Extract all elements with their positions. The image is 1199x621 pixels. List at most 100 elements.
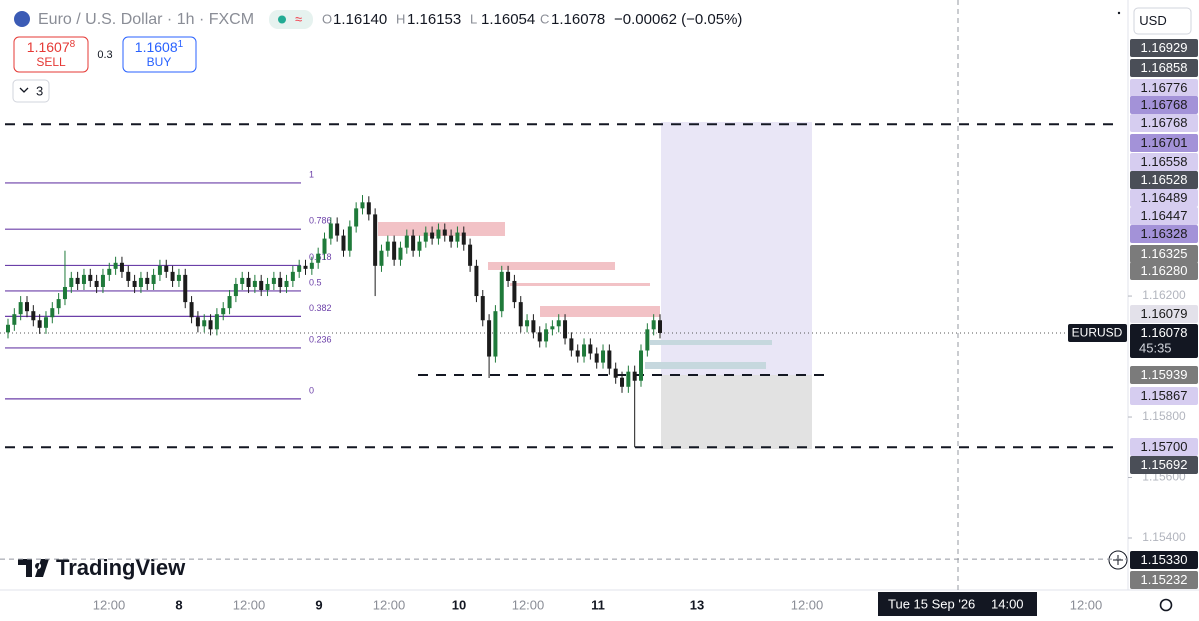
buy-price: 1.16081 (135, 39, 184, 55)
candle-body (347, 226, 352, 251)
price-tag (1130, 134, 1198, 152)
candle-body (113, 262, 118, 269)
candle-body (202, 320, 207, 327)
price-tag (1130, 207, 1198, 225)
candle-body (518, 302, 523, 327)
candle-body (18, 302, 23, 315)
candle-body (56, 299, 61, 309)
sell-price: 1.16078 (27, 39, 76, 55)
candle-body (12, 314, 17, 325)
indicators-toggle[interactable] (12, 79, 50, 103)
ohlc-key: H (396, 11, 405, 26)
price-tag-label: 1.15867 (1141, 388, 1188, 403)
candle-body (512, 280, 517, 303)
last-price-label: 1.16078 (1141, 325, 1188, 340)
candle-body (385, 241, 390, 251)
sell-label: SELL (36, 55, 66, 69)
sell-pip: 8 (70, 39, 76, 50)
cursor-clock: 14:00 (991, 596, 1024, 611)
price-tag (1130, 114, 1198, 132)
symbol-tag-label: EURUSD (1072, 326, 1123, 340)
price-tag (1130, 551, 1198, 569)
brand-logo (18, 559, 49, 577)
candle-body (303, 265, 308, 269)
candle-body (24, 302, 29, 312)
status-pill[interactable] (269, 10, 313, 29)
candle-body (525, 320, 530, 327)
candle-body (455, 232, 460, 242)
candle-body (37, 320, 42, 328)
price-tag-label: 1.16325 (1141, 246, 1188, 261)
candle-body (639, 350, 644, 381)
candle-body (259, 280, 264, 291)
candle-body (265, 283, 270, 291)
dot (1117, 11, 1121, 15)
price-tag (1130, 571, 1198, 589)
candle-body (88, 274, 93, 281)
x-tick-label: 12:00 (373, 597, 406, 612)
ohlc-key: C (540, 11, 549, 26)
price-tag (1130, 456, 1198, 474)
price-tag-label: 1.16558 (1141, 154, 1188, 169)
supply-zone (510, 283, 650, 286)
candle-body (290, 271, 295, 281)
candle-body (626, 371, 631, 387)
x-tick-label: 11 (591, 597, 605, 612)
candle-body (531, 320, 536, 333)
settings-icon[interactable] (1159, 598, 1173, 612)
supply-zone (540, 306, 660, 317)
candle-body (645, 329, 650, 351)
candle-body (620, 377, 625, 387)
fib-label: 1 (309, 169, 314, 179)
price-tag-label: 1.15939 (1141, 367, 1188, 382)
symbol-tag (1068, 323, 1127, 342)
ohlc: O 1.16140 H 1.16153 L 1.16054 C 1.16078 (322, 11, 605, 28)
candle-body (183, 274, 188, 303)
candle-body (297, 265, 302, 272)
candle-body (6, 324, 10, 333)
candle-body (119, 262, 124, 272)
candle-body (170, 271, 175, 281)
market-open-dot (278, 15, 286, 24)
fib-label: 0.236 (309, 334, 332, 344)
currency-button[interactable] (1133, 7, 1192, 35)
candle-body (449, 235, 454, 242)
buy-button[interactable] (122, 36, 197, 73)
candle-body (461, 232, 466, 245)
candle-body (506, 271, 511, 281)
candle-body (398, 247, 403, 260)
change: −0.00062 (−0.05%) (614, 11, 742, 28)
symbol-title[interactable]: Euro / U.S. Dollar · 1h · FXCM (38, 11, 254, 28)
price-tag (1130, 366, 1198, 384)
candle-body (468, 244, 473, 266)
buy-pip: 1 (178, 39, 184, 50)
candle-body (233, 283, 238, 297)
candle-body (107, 268, 112, 275)
candle-body (430, 232, 435, 239)
x-tick-label: 12:00 (233, 597, 266, 612)
candle-body (563, 320, 568, 339)
y-tick-label: 1.15400 (1142, 530, 1186, 544)
candle-body (316, 253, 321, 263)
candle-body (31, 311, 36, 321)
price-tag-label: 1.16447 (1141, 208, 1188, 223)
candle-body (271, 277, 276, 284)
candle-body (556, 320, 561, 327)
candle-body (417, 241, 422, 251)
fib-label: 0 (309, 385, 314, 395)
price-tag-label: 1.16489 (1141, 190, 1188, 205)
price-tag (1130, 387, 1198, 405)
candle-body (189, 302, 194, 318)
target-zone (661, 122, 812, 375)
fib-label: 0.618 (309, 252, 332, 262)
candle-body (335, 223, 340, 236)
price-tag-label: 1.16776 (1141, 80, 1188, 95)
cursor-time-box (878, 592, 1037, 616)
sell-button[interactable] (13, 36, 89, 73)
ohlc-key: O (322, 11, 332, 26)
candle-body (240, 277, 245, 284)
candle-body (151, 274, 156, 284)
candle-body (50, 308, 55, 318)
countdown: 45:35 (1139, 340, 1172, 355)
